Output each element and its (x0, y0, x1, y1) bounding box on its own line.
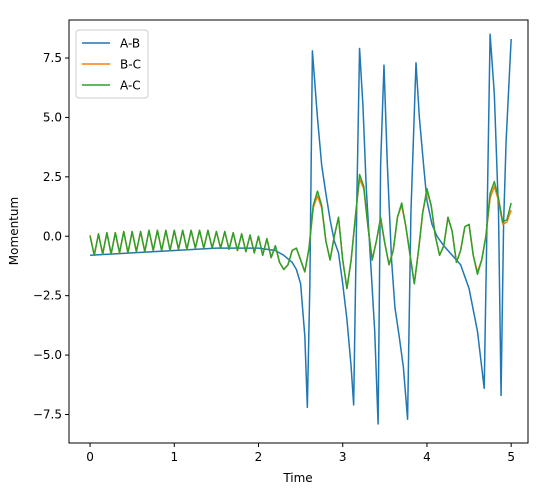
series-line-a-c (89, 173, 512, 290)
legend-label-a-b: A-B (120, 37, 140, 51)
axes-border (68, 19, 529, 444)
legend-label-b-c: B-C (120, 58, 141, 72)
y-tick-label: −2.5 (33, 289, 62, 303)
x-axis-ticks: 0 1 2 3 4 5 (86, 443, 515, 464)
y-tick-label: −7.5 (33, 407, 62, 421)
x-tick-label: 5 (507, 450, 515, 464)
lines-group (89, 33, 512, 425)
legend-box (75, 29, 149, 99)
legend: A-B B-C A-C (75, 29, 149, 99)
y-axis-ticks: −7.5 −5.0 −2.5 0.0 2.5 5.0 7.5 (33, 51, 69, 421)
legend-label-a-c: A-C (120, 79, 141, 93)
x-tick-label: 4 (423, 450, 431, 464)
x-tick-label: 2 (255, 450, 263, 464)
y-tick-label: 0.0 (43, 229, 62, 243)
y-tick-label: 7.5 (43, 51, 62, 65)
y-tick-label: −5.0 (33, 348, 62, 362)
x-tick-label: 1 (170, 450, 178, 464)
y-tick-label: 2.5 (43, 170, 62, 184)
series-line-a-b (90, 33, 512, 425)
x-tick-label: 0 (86, 450, 94, 464)
x-axis-label: Time (282, 471, 312, 485)
y-axis-label: Momentum (7, 197, 21, 265)
x-tick-label: 3 (339, 450, 347, 464)
y-tick-label: 5.0 (43, 110, 62, 124)
